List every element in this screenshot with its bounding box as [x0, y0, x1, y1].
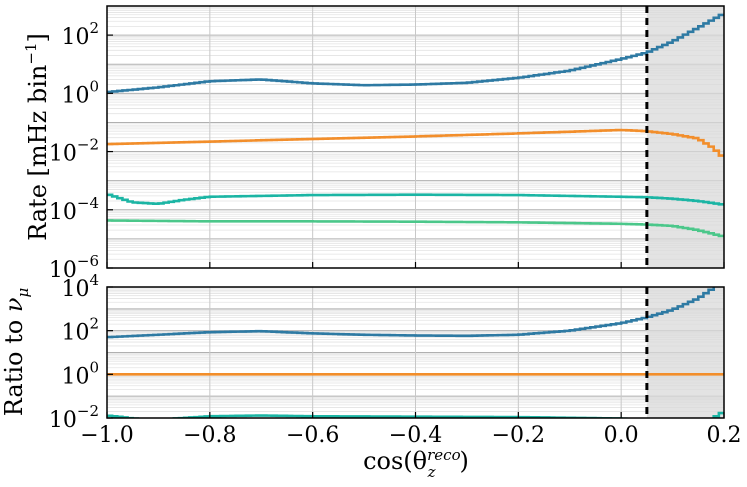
top-x-ticks	[106, 262, 725, 268]
bottom-shaded-region	[646, 287, 724, 418]
top-series-line-3	[107, 193, 724, 206]
bottom-x-ticks: −1.0 −0.8 −0.6 −0.4 −0.2 0.0 0.2	[80, 412, 742, 448]
top-series-line-4	[107, 219, 724, 238]
top-panel: 10−6 10−4 10−2 100 102 Rate [mHz bin−1]	[22, 5, 725, 283]
x-tick-label: −0.2	[492, 423, 545, 448]
y-tick-label: 10−2	[49, 136, 99, 167]
bottom-y-ticks: 10−2 100 102 104	[49, 271, 113, 433]
xlabel-sup: reco	[427, 446, 460, 464]
x-tick-label: −1.0	[80, 423, 133, 448]
top-ylabel-unit-exp: −1	[22, 43, 40, 65]
bottom-y-axis-label: Ratio to νμ	[0, 288, 32, 416]
x-axis-label: cos(θreco z)	[363, 446, 469, 481]
x-tick-label: −0.6	[286, 423, 339, 448]
x-tick-label: −0.4	[389, 423, 442, 448]
x-tick-label: 0.2	[707, 423, 742, 448]
top-ylabel-text: Rate	[24, 184, 52, 241]
y-tick-label: 10−2	[49, 402, 99, 433]
top-series-line-2	[107, 128, 724, 157]
bottom-panel: 10−2 100 102 104 −1.0 −0.8 −0.6 −0.4 −0.2 0.0 0.2…	[0, 271, 742, 481]
bottom-ylabel-symbol: ν	[0, 298, 28, 313]
y-tick-label: 10−4	[49, 194, 99, 225]
x-tick-label: 0.0	[604, 423, 639, 448]
bottom-ylabel-text: Ratio to	[0, 312, 28, 416]
top-ylabel-unit-close: ]	[24, 33, 52, 42]
top-series-group	[107, 13, 724, 238]
top-y-axis-label: Rate [mHz bin−1]	[22, 33, 52, 241]
bottom-grid	[107, 287, 724, 418]
bottom-series-line-1	[107, 287, 721, 339]
y-tick-label: 10−6	[49, 252, 99, 283]
top-y-ticks: 10−6 10−4 10−2 100 102	[49, 19, 113, 283]
y-tick-label: 100	[61, 77, 99, 108]
xlabel-main: cos(θ	[363, 447, 427, 475]
x-tick-label: −0.8	[183, 423, 236, 448]
bottom-ylabel-sub: μ	[14, 288, 32, 298]
y-tick-label: 102	[61, 315, 99, 346]
y-tick-label: 100	[61, 358, 99, 389]
xlabel-sub: z	[427, 463, 436, 481]
y-tick-label: 102	[61, 19, 99, 50]
top-series-line-1	[107, 13, 724, 94]
top-ylabel-unit: [mHz bin	[24, 65, 52, 177]
xlabel-close: )	[460, 447, 469, 475]
y-tick-label: 104	[61, 271, 99, 302]
